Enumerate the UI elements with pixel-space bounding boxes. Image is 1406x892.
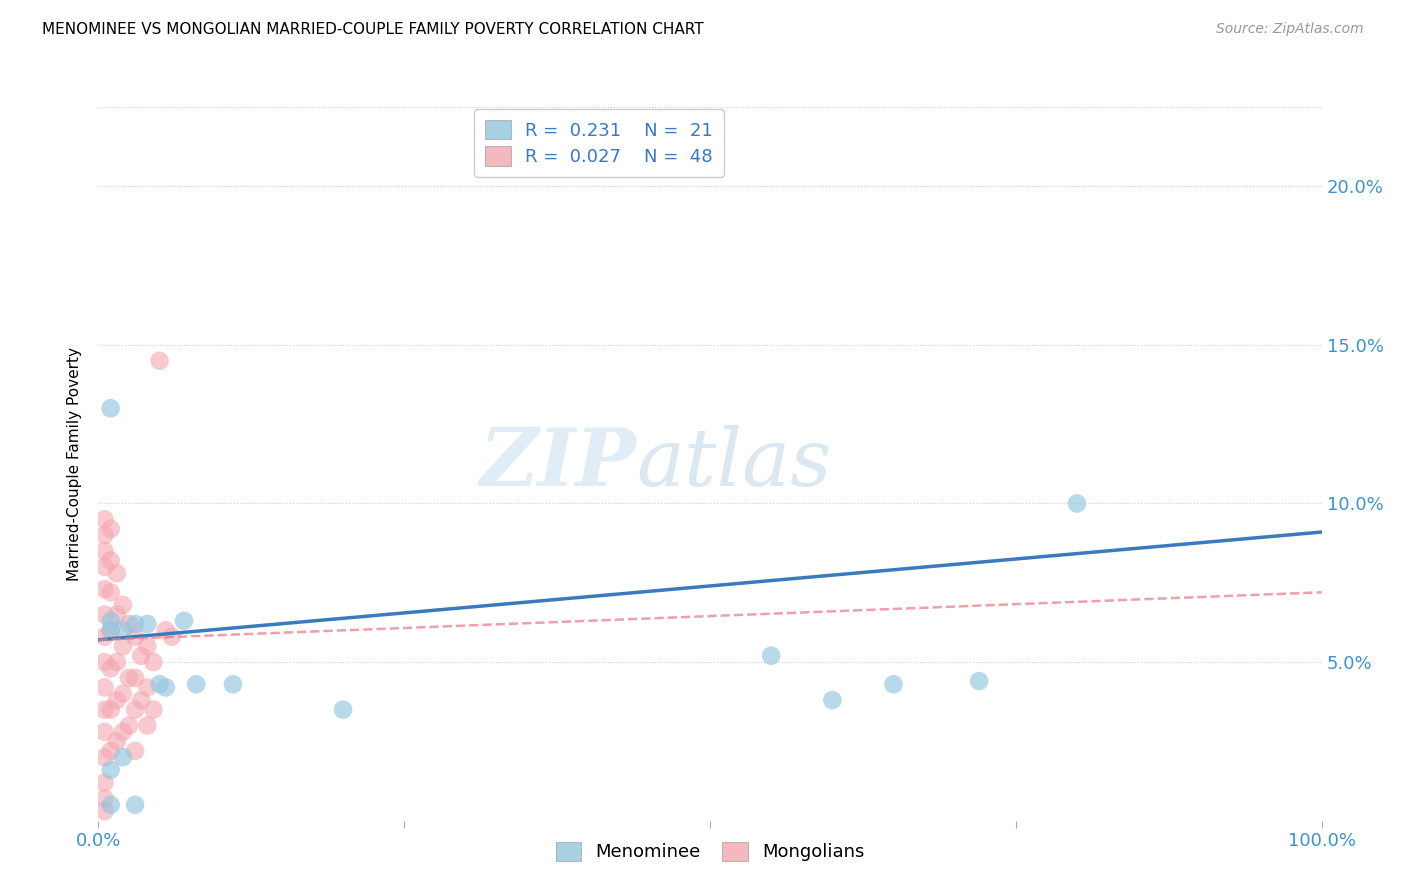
Point [883,677,905,691]
Text: MENOMINEE VS MONGOLIAN MARRIED-COUPLE FAMILY POVERTY CORRELATION CHART: MENOMINEE VS MONGOLIAN MARRIED-COUPLE FA… [42,22,704,37]
Point [821,693,844,707]
Point [93,750,115,764]
Point [186,677,208,691]
Point [160,630,183,644]
Point [93,724,115,739]
Point [118,617,141,632]
Point [100,585,122,599]
Point [100,614,122,628]
Point [93,775,115,789]
Point [761,648,783,663]
Text: ZIP: ZIP [479,425,637,502]
Point [967,674,990,689]
Point [93,528,115,542]
Y-axis label: Married-Couple Family Poverty: Married-Couple Family Poverty [67,347,83,581]
Point [142,703,165,717]
Point [100,522,122,536]
Point [111,624,134,638]
Point [1066,496,1088,510]
Point [93,512,115,526]
Text: atlas: atlas [637,425,832,502]
Point [136,718,159,732]
Point [111,724,134,739]
Point [100,661,122,675]
Point [93,655,115,669]
Point [93,681,115,695]
Point [93,582,115,596]
Point [142,655,165,669]
Point [136,617,159,632]
Point [100,763,122,777]
Point [136,681,159,695]
Point [111,639,134,653]
Point [124,797,146,812]
Point [149,677,172,691]
Point [100,624,122,638]
Point [124,703,146,717]
Point [111,750,134,764]
Point [100,553,122,567]
Point [100,744,122,758]
Point [100,401,122,416]
Point [124,617,146,632]
Point [93,804,115,818]
Point [129,648,152,663]
Text: Source: ZipAtlas.com: Source: ZipAtlas.com [1216,22,1364,37]
Point [124,671,146,685]
Point [105,607,128,622]
Point [173,614,195,628]
Point [105,734,128,748]
Point [93,544,115,558]
Point [105,566,128,581]
Point [100,797,122,812]
Point [93,703,115,717]
Point [111,687,134,701]
Point [124,744,146,758]
Point [93,791,115,805]
Point [136,639,159,653]
Point [111,598,134,612]
Point [93,630,115,644]
Point [105,693,128,707]
Point [105,655,128,669]
Point [149,353,172,368]
Point [118,671,141,685]
Point [100,624,122,638]
Point [100,703,122,717]
Point [93,607,115,622]
Point [332,703,354,717]
Point [155,681,177,695]
Point [155,624,177,638]
Point [129,693,152,707]
Point [222,677,245,691]
Point [118,718,141,732]
Point [93,560,115,574]
Legend: Menominee, Mongolians: Menominee, Mongolians [546,830,875,872]
Point [124,630,146,644]
